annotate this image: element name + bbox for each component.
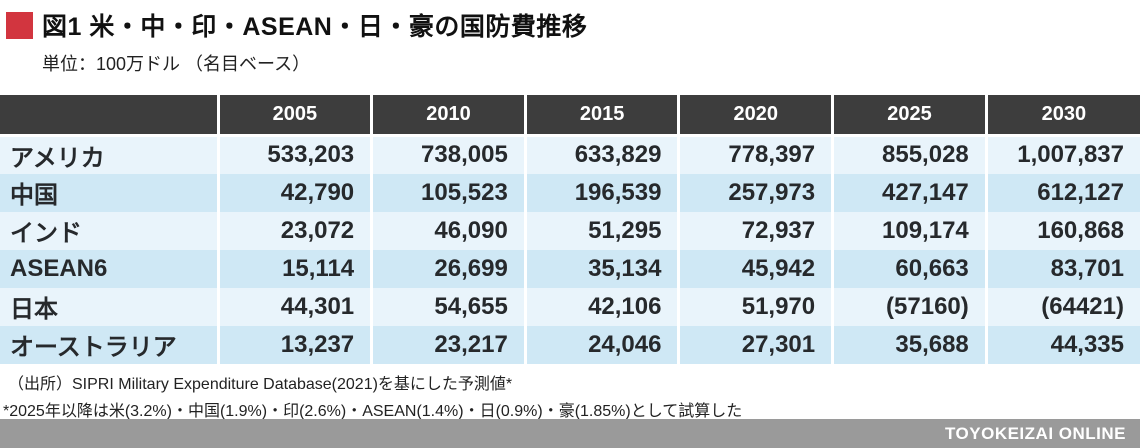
row-label: オーストラリア bbox=[0, 325, 218, 364]
col-header-2030: 2030 bbox=[984, 95, 1140, 137]
value-cell: 27,301 bbox=[677, 325, 833, 364]
defense-spending-table: 2005 2010 2015 2020 2025 2030 アメリカ 533,2… bbox=[0, 95, 1140, 364]
figure-title-row: 図1 米・中・印・ASEAN・日・豪の国防費推移 bbox=[0, 0, 1140, 43]
value-cell: 196,539 bbox=[523, 173, 679, 212]
value-cell: 855,028 bbox=[831, 135, 987, 174]
footer-bar: TOYOKEIZAI ONLINE bbox=[0, 419, 1140, 448]
col-header-2010: 2010 bbox=[370, 95, 526, 137]
value-cell: 23,217 bbox=[370, 325, 526, 364]
row-label-column-header bbox=[0, 95, 218, 137]
value-cell: 51,295 bbox=[523, 211, 679, 250]
value-cell: 54,655 bbox=[370, 287, 526, 326]
row-label: インド bbox=[0, 211, 218, 250]
table-row-india: インド 23,072 46,090 51,295 72,937 109,174 … bbox=[0, 211, 1140, 250]
row-label: 中国 bbox=[0, 173, 218, 212]
table-row-australia: オーストラリア 13,237 23,217 24,046 27,301 35,6… bbox=[0, 325, 1140, 364]
value-cell: 738,005 bbox=[370, 135, 526, 174]
value-cell: 72,937 bbox=[677, 211, 833, 250]
row-label: アメリカ bbox=[0, 135, 218, 174]
value-cell: 83,701 bbox=[984, 249, 1140, 288]
value-cell: 46,090 bbox=[370, 211, 526, 250]
table-header-row: 2005 2010 2015 2020 2025 2030 bbox=[0, 95, 1140, 137]
value-cell: 42,106 bbox=[523, 287, 679, 326]
page-title: 図1 米・中・印・ASEAN・日・豪の国防費推移 bbox=[42, 13, 588, 41]
value-cell: 109,174 bbox=[831, 211, 987, 250]
value-cell: 35,134 bbox=[523, 249, 679, 288]
value-cell: 35,688 bbox=[831, 325, 987, 364]
value-cell: 257,973 bbox=[677, 173, 833, 212]
value-cell: 24,046 bbox=[523, 325, 679, 364]
value-cell: 60,663 bbox=[831, 249, 987, 288]
value-cell: 427,147 bbox=[831, 173, 987, 212]
row-label: 日本 bbox=[0, 287, 218, 326]
value-cell: 45,942 bbox=[677, 249, 833, 288]
brand-label: TOYOKEIZAI ONLINE bbox=[944, 423, 1126, 443]
row-label: ASEAN6 bbox=[0, 249, 218, 288]
col-header-2015: 2015 bbox=[523, 95, 679, 137]
red-square-bullet-icon bbox=[6, 11, 33, 39]
value-cell: 13,237 bbox=[216, 325, 372, 364]
table-row-asean6: ASEAN6 15,114 26,699 35,134 45,942 60,66… bbox=[0, 249, 1140, 288]
value-cell: 44,301 bbox=[216, 287, 372, 326]
table-row-china: 中国 42,790 105,523 196,539 257,973 427,14… bbox=[0, 173, 1140, 212]
value-cell: 105,523 bbox=[370, 173, 526, 212]
value-cell: 533,203 bbox=[216, 135, 372, 174]
table-row-usa: アメリカ 533,203 738,005 633,829 778,397 855… bbox=[0, 135, 1140, 174]
col-header-2025: 2025 bbox=[831, 95, 987, 137]
value-cell: 1,007,837 bbox=[984, 135, 1140, 174]
table-row-japan: 日本 44,301 54,655 42,106 51,970 (57160) (… bbox=[0, 287, 1140, 326]
unit-subtitle: 単位：100万ドル （名目ベース） bbox=[42, 54, 311, 74]
value-cell: 160,868 bbox=[984, 211, 1140, 250]
col-header-2020: 2020 bbox=[677, 95, 833, 137]
calculation-note: *2025年以降は米(3.2%)・中国(1.9%)・印(2.6%)・ASEAN(… bbox=[3, 402, 743, 420]
value-cell: 26,699 bbox=[370, 249, 526, 288]
value-cell: 42,790 bbox=[216, 173, 372, 212]
value-cell: (64421) bbox=[984, 287, 1140, 326]
value-cell: 51,970 bbox=[677, 287, 833, 326]
source-note: （出所）SIPRI Military Expenditure Database(… bbox=[8, 375, 513, 393]
value-cell: 633,829 bbox=[523, 135, 679, 174]
value-cell: 44,335 bbox=[984, 325, 1140, 364]
value-cell: 23,072 bbox=[216, 211, 372, 250]
value-cell: 612,127 bbox=[984, 173, 1140, 212]
value-cell: 778,397 bbox=[677, 135, 833, 174]
value-cell: (57160) bbox=[831, 287, 987, 326]
col-header-2005: 2005 bbox=[216, 95, 372, 137]
value-cell: 15,114 bbox=[216, 249, 372, 288]
